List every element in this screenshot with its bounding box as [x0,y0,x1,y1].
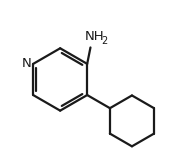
Text: N: N [22,57,32,70]
Text: NH: NH [84,30,104,43]
Text: 2: 2 [101,36,107,46]
